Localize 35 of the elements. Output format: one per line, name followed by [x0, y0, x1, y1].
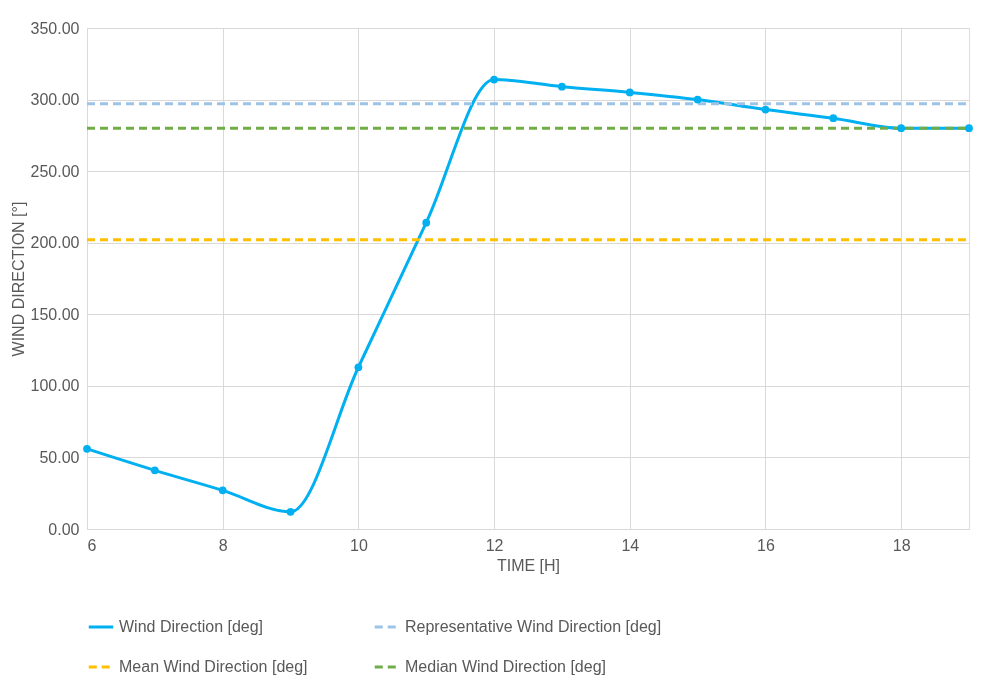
point	[693, 95, 702, 104]
point	[490, 75, 498, 84]
y-tick-label: 150.00	[30, 305, 80, 323]
point	[829, 114, 838, 123]
point	[625, 88, 634, 97]
point	[761, 105, 770, 114]
y-tick-label: 200.00	[30, 234, 80, 252]
y-tick-label: 250.00	[30, 162, 80, 180]
x-tick-label: 10	[349, 536, 368, 554]
y-tick-label: 350.00	[30, 19, 80, 37]
x-tick-label: 14	[621, 536, 640, 554]
x-tick-label: 6	[87, 536, 97, 554]
legend-label: Representative Wind Direction [deg]	[405, 618, 662, 635]
point	[150, 466, 159, 475]
point	[354, 363, 363, 372]
y-tick-label: 50.00	[39, 448, 80, 466]
point	[558, 82, 566, 91]
point	[286, 507, 295, 516]
y-tick-label: 100.00	[30, 377, 80, 395]
point	[218, 486, 227, 495]
x-tick-label: 8	[218, 536, 228, 554]
y-axis-title: WIND DIRECTION [°]	[9, 201, 27, 357]
point	[422, 218, 431, 227]
point	[83, 444, 91, 453]
legend-label: Wind Direction [deg]	[119, 618, 264, 635]
x-axis-title: TIME [H]	[496, 556, 561, 574]
point	[897, 124, 906, 133]
legend-label: Mean Wind Direction [deg]	[119, 658, 308, 675]
x-tick-label: 18	[892, 536, 911, 554]
y-tick-label: 300.00	[30, 91, 80, 109]
y-tick-label: 0.00	[48, 520, 80, 538]
x-tick-label: 16	[757, 536, 775, 554]
x-tick-label: 12	[485, 536, 504, 554]
legend-label: Median Wind Direction [deg]	[405, 658, 606, 675]
point	[965, 124, 973, 133]
